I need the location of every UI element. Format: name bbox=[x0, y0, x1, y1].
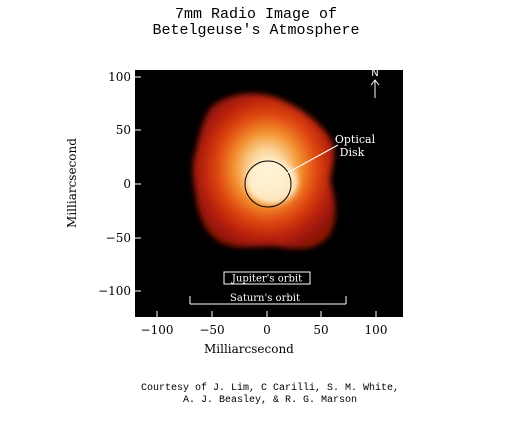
north-arrow-icon bbox=[370, 79, 380, 98]
y-tick-label: 50 bbox=[116, 123, 131, 137]
x-tick-label: 50 bbox=[313, 323, 328, 337]
x-tick-label: 0 bbox=[263, 323, 271, 337]
x-tick-label: 100 bbox=[365, 323, 388, 337]
y-tick-label: −100 bbox=[98, 284, 131, 298]
optical-disk-circle bbox=[244, 160, 292, 208]
jupiter-orbit-label: Jupiter's orbit bbox=[231, 274, 302, 285]
y-axis-label: Milliarcsecond bbox=[65, 138, 79, 228]
image-title-line-2: Betelgeuse's Atmosphere bbox=[152, 22, 360, 39]
saturn-orbit-label: Saturn's orbit bbox=[230, 293, 300, 304]
axis-ticks bbox=[135, 76, 377, 317]
optical-disk-label-2: Disk bbox=[340, 146, 365, 159]
jupiter-orbit-box bbox=[223, 271, 311, 285]
optical-disk-label-1: Optical bbox=[335, 133, 376, 146]
y-tick-label: −50 bbox=[106, 231, 131, 245]
x-axis-label: Milliarcsecond bbox=[204, 342, 294, 356]
x-tick-label: −100 bbox=[141, 323, 174, 337]
x-tick-label: −50 bbox=[199, 323, 224, 337]
credit-line-2: A. J. Beasley, & R. G. Marson bbox=[182, 395, 358, 406]
optical-disk-leader bbox=[286, 144, 339, 174]
image-title-line-1: 7mm Radio Image of bbox=[174, 6, 338, 23]
north-label: N bbox=[371, 68, 378, 79]
emission-core bbox=[246, 160, 298, 204]
y-tick-label: 0 bbox=[123, 177, 131, 191]
saturn-orbit-bar bbox=[189, 296, 347, 305]
credit-line-1: Courtesy of J. Lim, C Carilli, S. M. Whi… bbox=[140, 383, 400, 394]
y-tick-label: 100 bbox=[108, 70, 131, 84]
